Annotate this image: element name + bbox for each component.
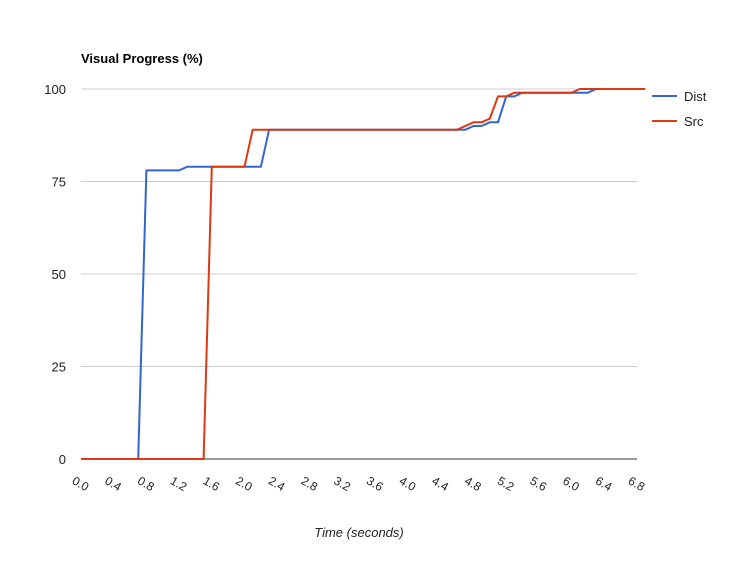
x-tick-label: 6.0 [560,474,582,495]
x-tick-label: 2.4 [266,474,288,495]
x-tick-label: 0.8 [135,474,157,495]
x-tick-label: 4.0 [397,474,419,495]
y-tick-label: 100 [44,82,66,97]
x-tick-label: 3.6 [364,474,386,495]
x-tick-label: 5.2 [495,474,517,495]
y-tick-label: 0 [59,452,66,467]
x-tick-label: 0.0 [70,474,92,495]
chart-title: Visual Progress (%) [81,51,203,66]
y-tick-label: 75 [52,175,66,190]
x-tick-label: 4.4 [430,474,452,495]
x-tick-label: 1.2 [168,474,190,495]
x-tick-label: 3.2 [331,474,353,495]
y-tick-label: 50 [52,267,66,282]
x-tick-label: 2.0 [233,474,255,495]
x-tick-label: 2.8 [299,474,321,495]
x-tick-label: 6.4 [593,474,615,495]
x-tick-label: 1.6 [201,474,223,495]
x-tick-label: 6.8 [626,474,648,495]
y-tick-label: 25 [52,360,66,375]
legend-label-src: Src [684,114,704,129]
legend-label-dist: Dist [684,89,707,104]
x-tick-label: 0.4 [102,474,124,495]
series-line-src [81,88,646,460]
x-tick-label: 5.6 [528,474,550,495]
x-axis-title: Time (seconds) [314,525,403,540]
x-tick-label: 4.8 [462,474,484,495]
